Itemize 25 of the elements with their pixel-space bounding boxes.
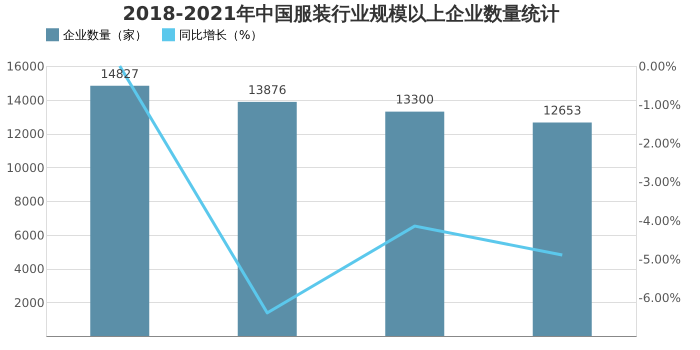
data-label: 12653	[543, 103, 582, 118]
bar	[385, 112, 444, 336]
y-tick-label: 10000	[6, 160, 44, 175]
chart-title: 2018-2021年中国服装行业规模以上企业数量统计	[122, 3, 560, 25]
y2-tick-label: -5.00%	[638, 252, 681, 266]
y-tick-label: 8000	[14, 194, 44, 208]
y-tick-label: 2000	[14, 296, 44, 310]
y-tick-label: 6000	[14, 228, 44, 242]
y2-tick-label: 0.00%	[638, 60, 677, 74]
data-label: 13300	[396, 92, 434, 107]
legend-label: 企业数量（家）	[63, 28, 147, 42]
legend-label: 同比增长（%）	[179, 28, 262, 42]
y2-tick-label: -1.00%	[638, 98, 681, 112]
y-tick-label: 12000	[6, 127, 44, 141]
bar	[90, 86, 150, 336]
y-tick-label: 16000	[6, 60, 44, 74]
y2-tick-label: -3.00%	[638, 175, 681, 190]
y2-tick-label: -6.00%	[638, 290, 681, 305]
bar	[238, 102, 297, 336]
bar	[532, 122, 592, 336]
y-tick-label: 14000	[6, 93, 44, 108]
y2-tick-label: -4.00%	[638, 214, 681, 228]
y-tick-label: 4000	[14, 262, 44, 276]
y2-tick-label: -2.00%	[638, 136, 681, 151]
data-label: 13876	[248, 82, 286, 97]
